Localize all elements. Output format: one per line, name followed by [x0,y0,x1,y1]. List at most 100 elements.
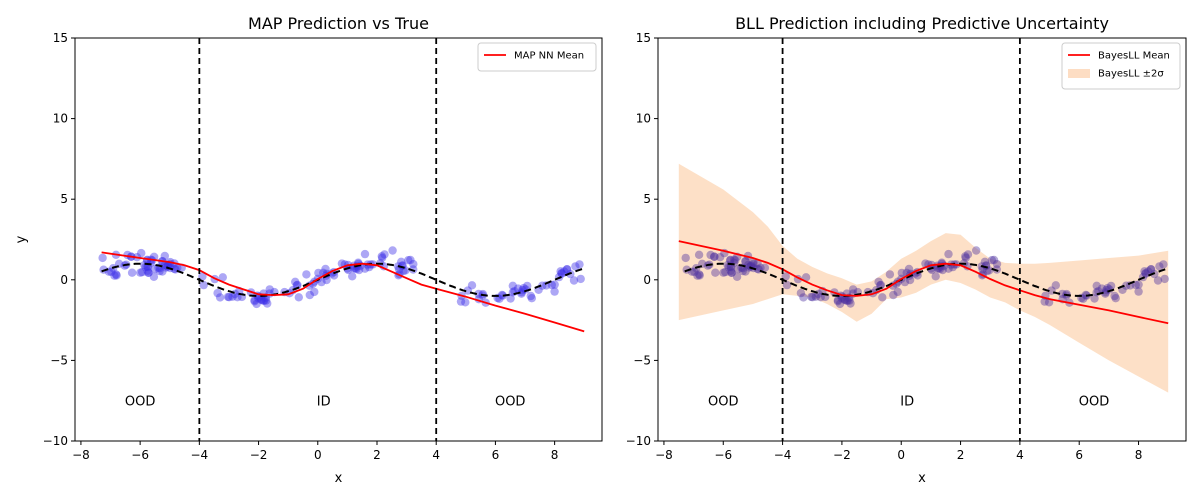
observation-point [144,268,153,277]
observation-point [136,268,145,277]
chart-title: MAP Prediction vs True [248,14,429,33]
observation-point [833,296,843,305]
x-tick-label: 0 [314,448,322,462]
observation-point [693,271,702,280]
observation-point [1110,291,1119,301]
x-axis-title: x [918,471,926,486]
observation-point [259,296,268,305]
observation-point [760,263,770,272]
y-tick-label: 10 [53,112,68,126]
observation-point [726,255,735,264]
observation-point [741,267,750,276]
observation-point [137,248,146,258]
observation-point [711,268,720,277]
observation-point [732,272,742,281]
observation-point [291,277,300,286]
observation-point [961,252,970,261]
observation-point [885,270,895,279]
observation-point [348,272,357,281]
observation-point [150,264,160,274]
x-tick-label: −6 [714,448,732,462]
observation-point [218,273,227,282]
observation-point [378,253,387,262]
x-axis-title: x [335,471,343,486]
legend-label: BayesLL Mean [1098,51,1170,62]
observation-point [230,289,240,299]
observation-point [409,259,418,269]
observation-point [98,253,107,263]
observation-point [302,270,311,279]
region-label: OOD [125,395,155,410]
observation-point [938,265,947,275]
observation-point [695,271,704,280]
region-label: OOD [708,395,738,410]
observation-point [1155,262,1164,271]
x-tick-label: 8 [1135,448,1143,462]
observation-point [463,286,472,295]
observation-point [694,250,704,259]
observation-point [1159,260,1168,269]
observation-point [556,267,565,276]
y-tick-label: 15 [53,31,68,45]
observation-point [729,255,739,264]
x-tick-label: −6 [131,448,149,462]
map-chart-panel: OOD ID OOD −8 −6 −4 −2 0 2 4 6 8 −10 −5 0 5 10 15 MAP Pred… [14,14,603,486]
observation-point [983,266,992,276]
observation-point [550,280,559,289]
y-axis-title: y [14,235,29,243]
observation-point [796,288,806,298]
observation-point [738,266,747,276]
observation-point [726,256,735,265]
observation-point [1134,280,1143,289]
observation-point [1141,269,1151,278]
observation-point [846,299,855,308]
observation-point [467,281,477,290]
x-tick-label: −2 [833,448,851,462]
region-label: OOD [495,395,525,410]
observation-point [1153,276,1163,285]
x-tick-label: 2 [373,448,381,462]
observation-point [1105,285,1114,294]
observation-point [963,250,973,259]
observation-point [893,287,902,297]
observation-point [944,264,953,273]
legend-box [477,42,597,72]
mean-line [678,240,1169,325]
observation-point [305,290,314,300]
observation-point [1058,289,1067,299]
x-tick-label: −8 [655,448,673,462]
observation-point [158,267,167,276]
observation-point [715,253,725,262]
observation-point [989,255,999,265]
observation-point [550,287,559,296]
legend-label: MAP NN Mean [514,51,584,62]
observation-point [753,264,762,274]
observation-point [874,277,883,286]
observation-point [138,267,147,277]
observation-point [987,256,997,265]
observation-point [690,267,699,277]
observation-point [354,265,364,275]
observation-point [876,281,885,290]
observation-point [981,261,991,270]
observation-point [721,267,730,277]
observation-point [1092,281,1101,290]
observation-point [727,268,736,277]
observation-point [260,296,269,305]
y-tick-label: −5 [633,353,651,367]
observation-point [161,263,171,272]
observation-point [571,262,580,271]
observation-point [250,297,259,306]
observation-point [107,267,116,277]
observation-point [562,265,572,274]
observation-point [835,299,845,309]
observation-point [727,268,736,277]
observation-point [1111,294,1120,303]
observation-point [1160,274,1169,284]
observation-point [329,271,339,280]
observation-point [913,271,922,280]
observation-point [681,253,690,263]
observation-point [816,293,825,302]
observation-point [833,297,843,306]
